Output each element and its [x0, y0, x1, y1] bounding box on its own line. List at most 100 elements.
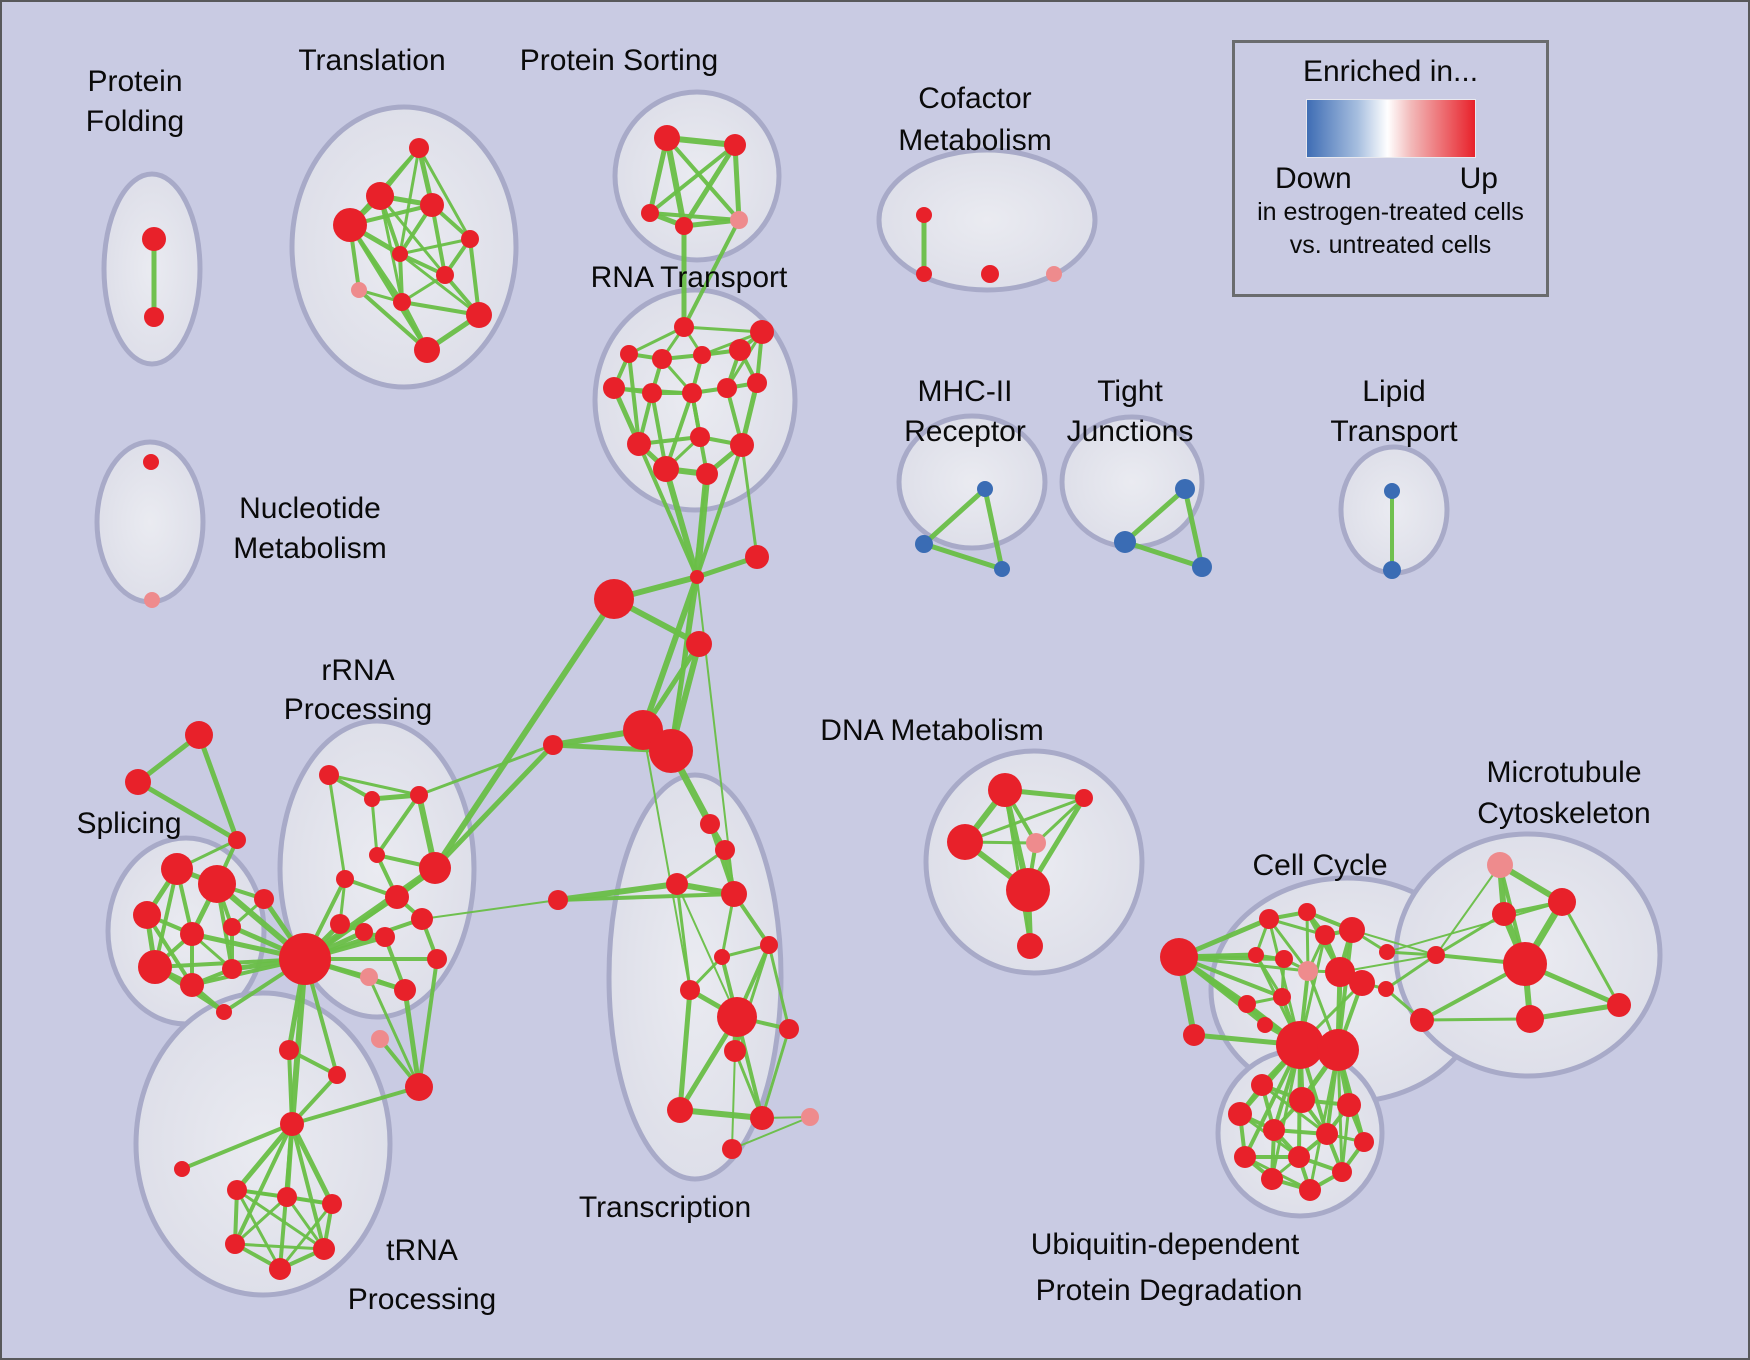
cluster-label-transcription: Transcription [579, 1191, 751, 1224]
node [801, 1108, 819, 1126]
edge [767, 943, 791, 1031]
node [994, 561, 1010, 577]
node [1288, 1146, 1310, 1168]
node [641, 204, 659, 222]
cluster-ellipse-trna-processing [133, 990, 393, 1298]
node [466, 302, 492, 328]
node [779, 1019, 799, 1039]
edge [398, 237, 472, 256]
node [722, 1139, 742, 1159]
legend-caption-line1: in estrogen-treated cells [1257, 198, 1524, 226]
node [594, 579, 634, 619]
node [1317, 1029, 1359, 1071]
edge [402, 987, 422, 1090]
node [405, 1073, 433, 1101]
cluster-ellipse-mhc-ii-receptor [896, 413, 1048, 551]
node [714, 949, 730, 965]
edge [1267, 917, 1310, 973]
edge [681, 217, 742, 229]
node [174, 1161, 190, 1177]
node [1337, 1093, 1361, 1117]
node [393, 293, 411, 311]
node [355, 923, 373, 941]
node [1410, 1008, 1434, 1032]
node [222, 959, 242, 979]
node [1046, 266, 1062, 282]
edge [1527, 1002, 1622, 1022]
cluster-label-cofactor-metabolism-line2: Metabolism [898, 124, 1051, 157]
node [750, 1106, 774, 1130]
edge [235, 1188, 326, 1251]
cluster-label-trna-processing-line1: tRNA [386, 1234, 458, 1267]
node [1275, 950, 1293, 968]
node [717, 378, 737, 398]
edge [432, 596, 617, 871]
node [1492, 902, 1516, 926]
node [1160, 938, 1198, 976]
edge [921, 486, 988, 547]
edge [740, 443, 759, 559]
node [366, 182, 394, 210]
node [198, 865, 236, 903]
node [328, 1066, 346, 1084]
node [667, 1097, 693, 1123]
node [1299, 1179, 1321, 1201]
edge [370, 797, 379, 857]
node [385, 885, 409, 909]
cluster-label-lipid-transport-line1: Lipid [1362, 375, 1425, 408]
legend-caption-line2: vs. untreated cells [1289, 231, 1492, 259]
edge [278, 1202, 334, 1271]
edge [664, 391, 694, 471]
edge [695, 443, 744, 579]
edge [640, 574, 700, 733]
node [652, 349, 672, 369]
node [675, 217, 693, 235]
node [1075, 789, 1093, 807]
cluster-label-rrna-processing-line2: Processing [284, 693, 432, 726]
cluster-label-ubiquitin-degradation-line2: Protein Degradation [1036, 1274, 1303, 1307]
edge [664, 135, 687, 229]
edge [648, 143, 737, 215]
node [279, 1040, 299, 1060]
node [653, 456, 679, 482]
node [319, 765, 339, 785]
edge [135, 779, 240, 843]
node [1289, 1087, 1315, 1113]
cluster-label-rrna-processing-line1: rRNA [321, 654, 394, 687]
node [916, 266, 932, 282]
edge [665, 136, 741, 222]
edge [556, 892, 736, 902]
node [724, 134, 746, 156]
edge [400, 300, 481, 317]
node [981, 265, 999, 283]
edge [432, 742, 556, 871]
node [330, 914, 350, 934]
node [411, 908, 433, 930]
node [1026, 833, 1046, 853]
node [690, 427, 710, 447]
edge [732, 142, 742, 223]
edge [1384, 953, 1438, 991]
cluster-label-microtubule-cytoskeleton-line1: Microtubule [1486, 756, 1641, 789]
node [977, 481, 993, 497]
node [700, 814, 720, 834]
edge [1122, 539, 1205, 570]
cluster-labels: Protein Folding Translation Protein Sorting… [76, 44, 1650, 1316]
cluster-ellipse-transcription [606, 772, 784, 1182]
node [1183, 1024, 1205, 1046]
legend: Enriched in... Down Up in estrogen-treat… [1232, 40, 1549, 297]
edge [290, 1085, 421, 1126]
edge [676, 883, 738, 1018]
legend-up-label: Up [1459, 162, 1498, 195]
edge [731, 1116, 811, 1150]
node [1383, 561, 1401, 579]
node [143, 454, 159, 470]
cluster-label-mhc-ii-receptor-line1: MHC-II [918, 375, 1013, 408]
node [1315, 925, 1335, 945]
node [461, 230, 479, 248]
node [620, 345, 638, 363]
node [680, 980, 700, 1000]
node [1298, 961, 1318, 981]
node [1503, 942, 1547, 986]
node [394, 979, 416, 1001]
